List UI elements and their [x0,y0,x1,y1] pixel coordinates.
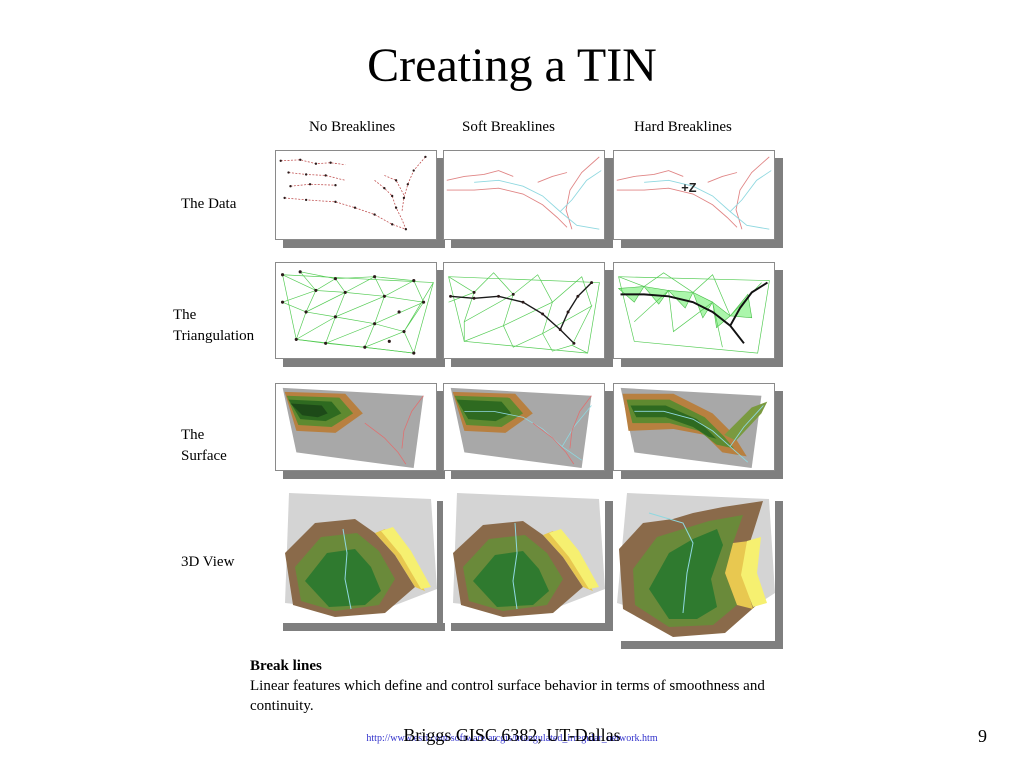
tin-mesh-illustration [280,270,434,355]
data-panel-soft-breaklines [443,150,613,248]
column-header-soft-breaklines: Soft Breaklines [462,119,555,135]
slide-title: Creating a TIN [367,39,657,92]
row-label-triangulation-line1: The [173,307,197,323]
data-panel-hard-breaklines: +Z [613,150,783,248]
surface-illustration [282,387,424,469]
surface-panel-no-breaklines [275,383,445,479]
3d-view-panel-no-breaklines [275,493,445,631]
slide-footer: Briggs GISC 6382, UT-Dallas [403,725,621,745]
surface-panel-hard-breaklines [613,383,783,479]
data-points-illustration [279,155,427,231]
row-label-triangulation: The Triangulation [173,305,254,347]
3d-terrain-illustration [453,493,605,617]
tin-mesh-illustration [448,272,600,354]
surface-illustration [450,387,592,469]
row-label-triangulation-line2: Triangulation [173,328,255,344]
triangulation-panel-hard-breaklines [613,262,783,367]
triangulation-panel-soft-breaklines [443,262,613,367]
row-label-surface-line1: The [181,427,205,443]
elevation-annotation: +Z [681,180,696,195]
row-label-surface: The Surface [181,425,227,467]
surface-panel-soft-breaklines [443,383,613,479]
row-label-3d-view: 3D View [181,554,235,570]
column-header-no-breaklines: No Breaklines [309,119,396,135]
3d-view-panel-soft-breaklines [443,493,613,631]
triangulation-panel-no-breaklines [275,262,445,367]
row-label-data: The Data [181,196,237,212]
caption-heading: Break lines [250,658,322,674]
page-number: 9 [978,726,987,746]
surface-illustration [620,387,768,469]
tin-mesh-illustration [617,272,770,354]
3d-terrain-illustration [285,493,437,617]
row-label-surface-line2: Surface [181,448,227,464]
breaklines-caption: Break lines Linear features which define… [250,656,830,716]
caption-body: Linear features which define and control… [250,678,765,714]
data-panel-no-breaklines [275,150,445,248]
data-breaklines-illustration [446,156,602,230]
3d-terrain-illustration [617,493,775,637]
data-breaklines-illustration: +Z [616,156,772,230]
3d-view-panel-hard-breaklines [613,493,783,649]
column-header-hard-breaklines: Hard Breaklines [634,119,732,135]
source-url[interactable]: http://www.esri.com/software/arcgis/tria… [366,733,658,744]
